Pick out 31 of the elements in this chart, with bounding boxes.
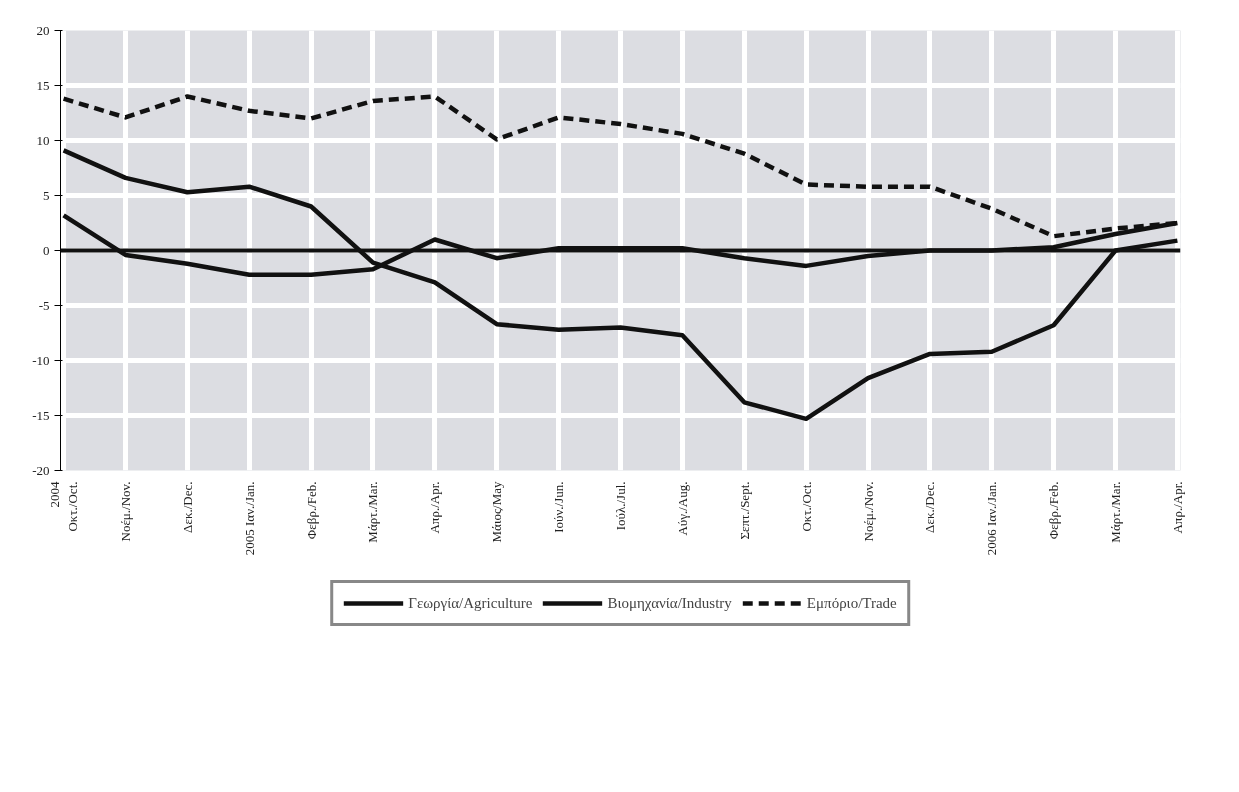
y-tick-label: 5	[43, 187, 50, 203]
x-tick-label: Μάρτ./Mar.	[1108, 481, 1124, 543]
x-tick-label: Σεπτ./Sept.	[736, 481, 752, 540]
x-tick-label: Απρ./Apr.	[1169, 481, 1185, 534]
y-tick-label: -10	[32, 352, 50, 368]
x-tick-label: Δεκ./Dec.	[179, 481, 195, 533]
x-tick-label: Ιούλ./Jul.	[613, 481, 628, 531]
y-tick-label: -5	[38, 297, 50, 313]
x-tick-label: Νοέμ./Nov.	[117, 481, 133, 542]
y-tick-label: 15	[36, 77, 50, 93]
x-tick-label: Οκτ./Oct.	[798, 481, 814, 532]
x-tick-label: 2006 Ιαν./Jan.	[984, 481, 1000, 556]
x-tick-label: Δεκ./Dec.	[922, 481, 938, 533]
x-tick-label: Ιούν./Jun.	[551, 481, 567, 533]
legend-label: Βιομηχανία/Industry	[607, 594, 732, 612]
legend-label: Εμπόριο/Trade	[806, 594, 897, 612]
x-tick-label: Απρ./Apr.	[427, 481, 443, 534]
x-tick-label: Μάρτ./Mar.	[365, 481, 381, 543]
legend-label: Γεωργία/Agriculture	[408, 594, 533, 612]
x-tick-label: Αύγ./Aug.	[674, 481, 690, 536]
y-tick-label: 20	[36, 22, 50, 38]
x-tick-label: Φεβρ./Feb.	[1046, 481, 1062, 540]
y-tick-label: 0	[43, 242, 50, 258]
x-tick-label: Μάιος/May	[489, 481, 505, 543]
x-tick-label: 2005 Ιαν./Jan.	[241, 481, 257, 556]
y-tick-label: -20	[32, 462, 50, 478]
x-tick-label: 2004 Οκτ./Oct.	[47, 481, 81, 532]
y-tick-label: 10	[36, 132, 50, 148]
x-tick-label: Φεβρ./Feb.	[303, 481, 319, 540]
x-tick-label: Νοέμ./Nov.	[860, 481, 876, 542]
y-tick-label: -15	[32, 407, 50, 423]
